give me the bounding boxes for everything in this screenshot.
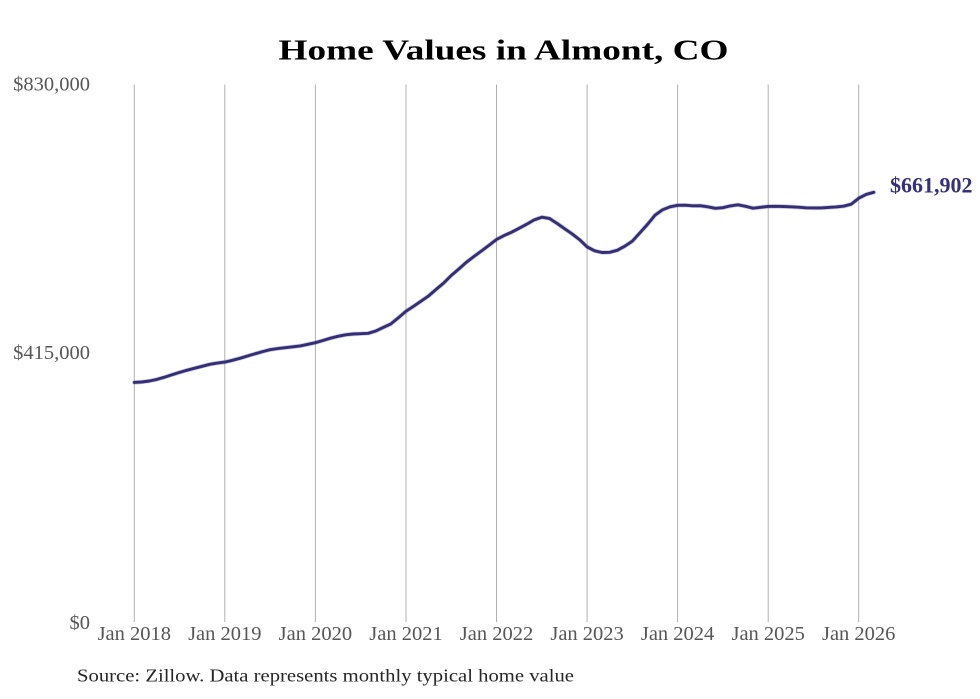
svg-text:Jan 2023: Jan 2023	[550, 623, 623, 645]
svg-text:$415,000: $415,000	[13, 342, 90, 364]
svg-text:Jan 2022: Jan 2022	[460, 623, 533, 645]
svg-text:Home Values in Almont, CO: Home Values in Almont, CO	[279, 35, 729, 67]
svg-text:Jan 2026: Jan 2026	[822, 623, 895, 645]
svg-text:Jan 2019: Jan 2019	[188, 623, 261, 645]
svg-text:Jan 2025: Jan 2025	[731, 623, 804, 645]
svg-text:Jan 2020: Jan 2020	[279, 623, 352, 645]
svg-text:$661,902: $661,902	[890, 173, 973, 198]
svg-text:Jan 2021: Jan 2021	[369, 623, 442, 645]
svg-text:Jan 2018: Jan 2018	[98, 623, 171, 645]
svg-text:$0: $0	[70, 612, 91, 634]
svg-text:Jan 2024: Jan 2024	[641, 623, 714, 645]
svg-text:$830,000: $830,000	[13, 73, 90, 95]
svg-text:Source: Zillow. Data represent: Source: Zillow. Data represents monthly …	[77, 666, 574, 686]
